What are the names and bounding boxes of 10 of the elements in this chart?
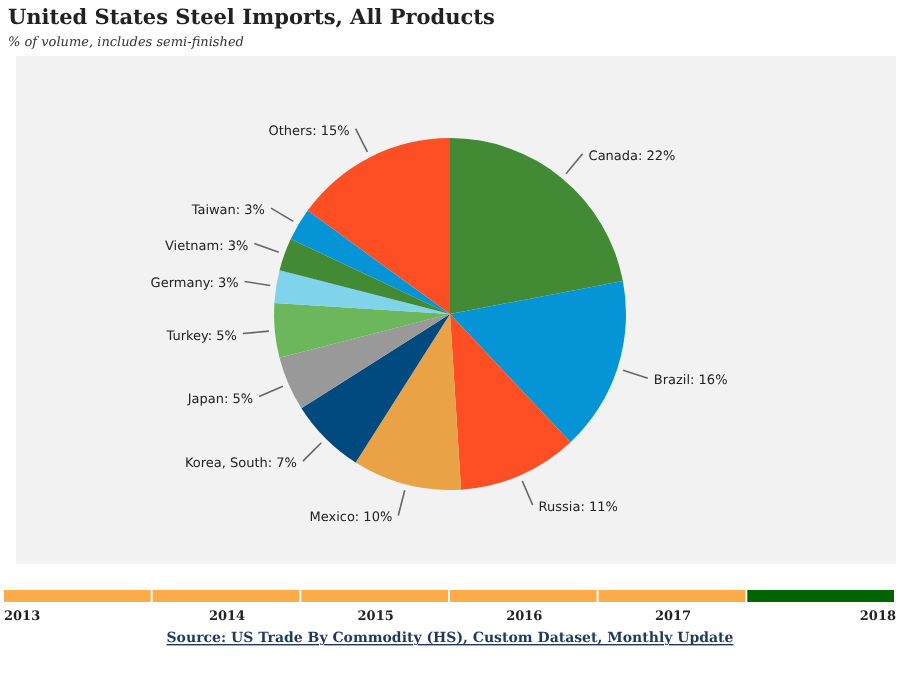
pie-slice [274,270,450,314]
pie-slice [307,138,450,314]
chart-title: United States Steel Imports, All Products [8,6,495,30]
pie-slice [355,314,462,490]
pie-slice [450,314,571,490]
pie-slice [274,302,450,358]
pie-slice [290,210,450,314]
pie-slice [279,314,450,409]
pie-slice [450,281,626,443]
pie-slice [301,314,450,463]
